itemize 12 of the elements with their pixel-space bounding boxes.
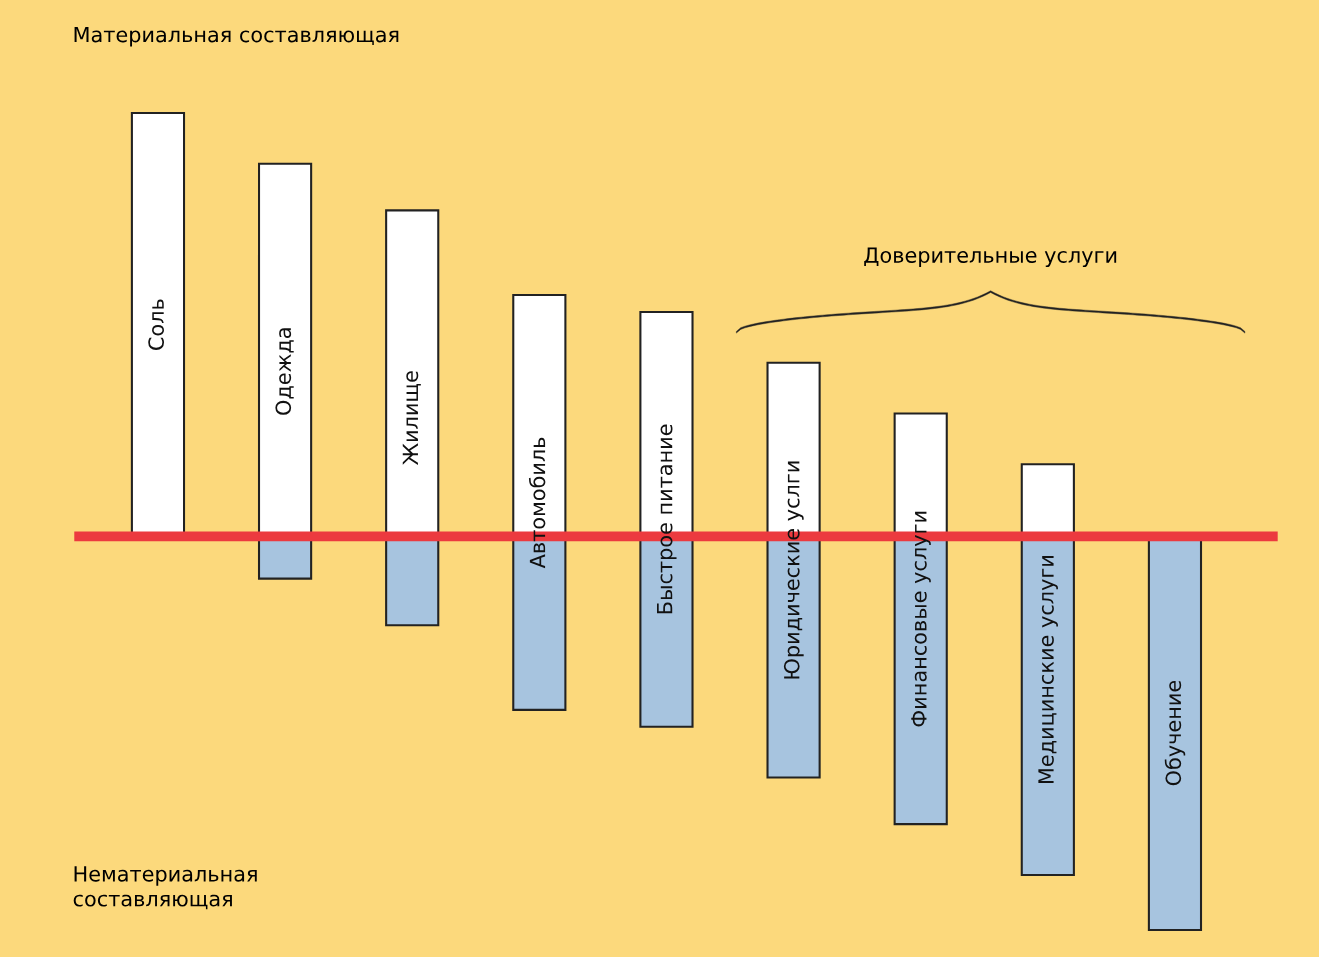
text: Материальная составляющая	[74, 26, 399, 47]
x-tick-label: Быстрое питание	[657, 424, 677, 614]
annotation: Доверительные услуги	[864, 247, 1117, 267]
x-tick-label: Соль	[148, 299, 164, 350]
x-tick-label: Одежда	[275, 328, 294, 415]
x-tick-label: Жилище	[402, 371, 421, 465]
x-tick-label: Юридические услги	[783, 461, 804, 679]
x-tick-label: Финансовые услуги	[911, 511, 931, 727]
x-tick-label: Автомобиль	[528, 437, 546, 569]
annotation: Нематериальная составляющая	[73, 866, 257, 910]
x-tick-label: Медицинские услуги	[1038, 556, 1058, 784]
x-tick-label: Обучение	[1164, 680, 1186, 786]
